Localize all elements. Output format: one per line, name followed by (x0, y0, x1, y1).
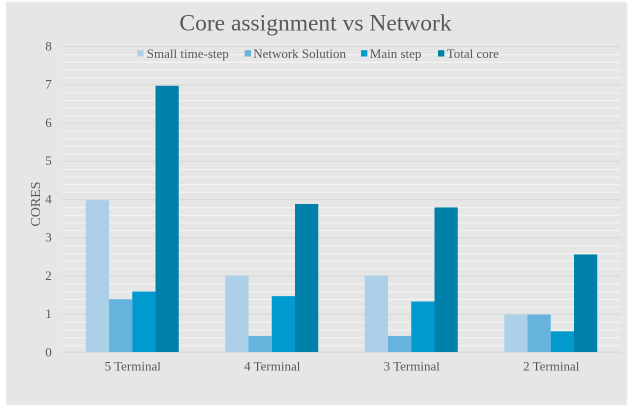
svg-text:5: 5 (45, 153, 52, 168)
svg-text:Small time-step: Small time-step (147, 46, 229, 61)
svg-text:7: 7 (45, 77, 52, 92)
svg-text:3 Terminal: 3 Terminal (384, 359, 441, 374)
svg-text:3: 3 (45, 230, 52, 245)
svg-text:8: 8 (45, 38, 52, 53)
svg-text:Network Solution: Network Solution (253, 46, 346, 61)
svg-text:2 Terminal: 2 Terminal (523, 359, 580, 374)
svg-text:4: 4 (45, 191, 52, 206)
svg-text:5 Terminal: 5 Terminal (105, 359, 162, 374)
svg-text:6: 6 (45, 115, 52, 130)
svg-text:Total core: Total core (447, 46, 499, 61)
svg-text:1: 1 (45, 306, 52, 321)
svg-text:Core assignment vs Network: Core assignment vs Network (179, 10, 451, 36)
svg-text:CORES: CORES (29, 181, 44, 226)
svg-text:0: 0 (45, 344, 52, 359)
svg-text:Main step: Main step (370, 46, 422, 61)
svg-text:4 Terminal: 4 Terminal (244, 359, 301, 374)
svg-text:2: 2 (45, 268, 52, 283)
